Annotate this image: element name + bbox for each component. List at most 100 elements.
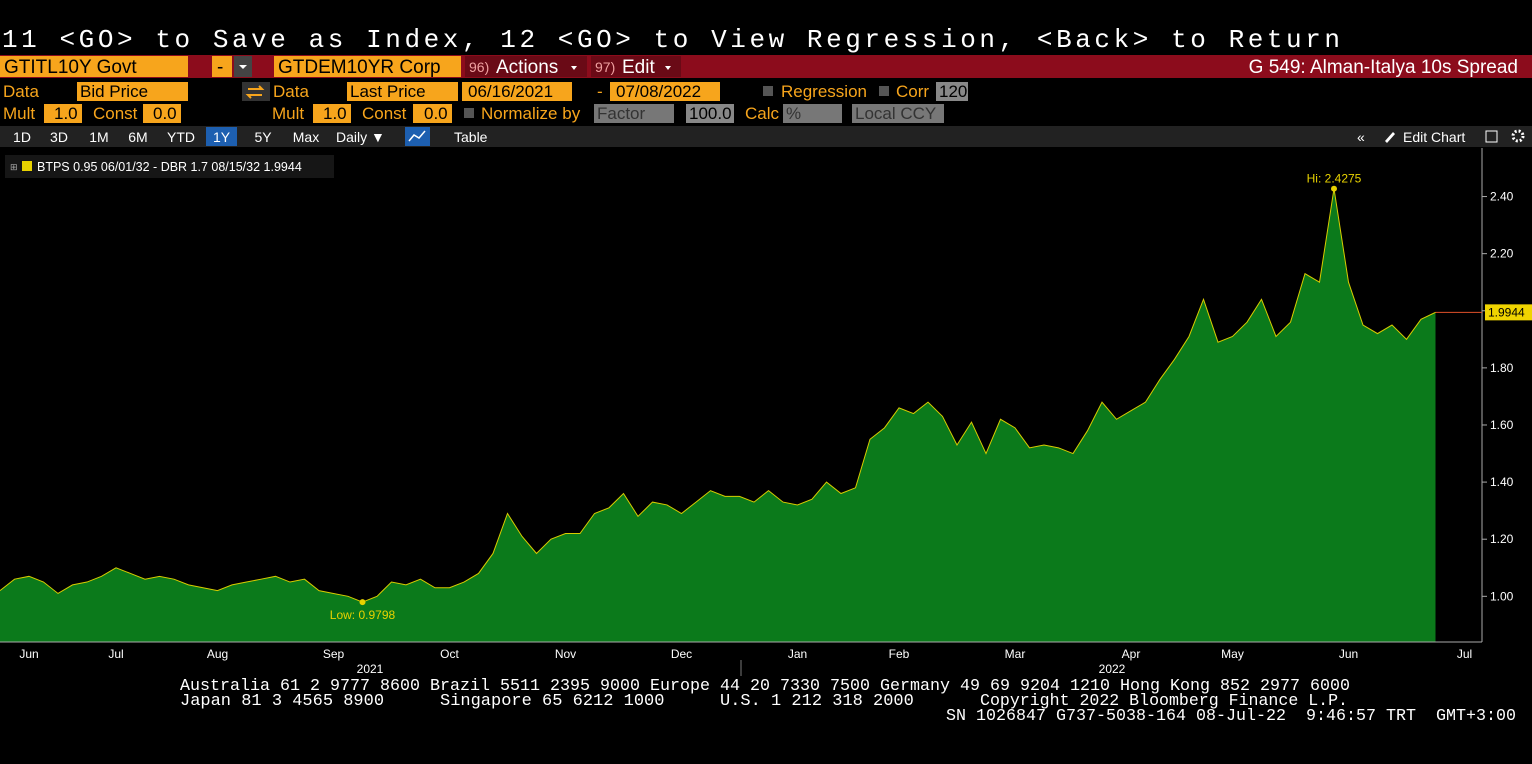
year-label: 2022: [1099, 662, 1126, 676]
frequency[interactable]: Daily ▼: [336, 129, 385, 145]
data1[interactable]: Bid Price: [80, 82, 148, 101]
label: Data: [3, 82, 39, 101]
tab-label[interactable]: 3D: [50, 129, 68, 145]
y-tick-label: 1.00: [1490, 589, 1514, 603]
mult1[interactable]: 1.0: [54, 104, 78, 123]
pencil-icon: [1385, 132, 1395, 143]
tab[interactable]: [286, 127, 326, 146]
tab[interactable]: [8, 127, 36, 146]
tab[interactable]: [163, 127, 199, 146]
field[interactable]: [783, 104, 842, 123]
swap-button[interactable]: [242, 82, 270, 101]
edit-chart[interactable]: Edit Chart: [1403, 129, 1465, 145]
line: [0, 188, 1436, 603]
field[interactable]: [852, 104, 944, 123]
calc-value[interactable]: %: [786, 104, 801, 123]
corr: Corr: [896, 82, 929, 101]
footer-item: U.S. 1 212 318 2000: [720, 692, 914, 711]
x-tick-label: Jun: [19, 647, 38, 661]
x-tick-label: Jan: [788, 647, 807, 661]
field[interactable]: [413, 104, 452, 123]
tab[interactable]: [124, 127, 152, 146]
edit-num: 97): [595, 59, 615, 75]
tab-label[interactable]: YTD: [167, 129, 195, 145]
tab-label[interactable]: 1Y: [213, 129, 231, 145]
y-tick-label: 1.20: [1490, 532, 1514, 546]
tab-label[interactable]: 1D: [13, 129, 31, 145]
y-tick-label: 2.40: [1490, 190, 1514, 204]
x-tick-label: Nov: [555, 647, 576, 661]
footer-item: Japan 81 3 4565 8900: [180, 692, 384, 711]
command-line: 11 <GO> to Save as Index, 12 <GO> to Vie…: [2, 25, 1340, 55]
field[interactable]: [594, 104, 674, 123]
x-tick-label: Feb: [889, 647, 910, 661]
security2[interactable]: GTDEM10YR Corp: [278, 57, 441, 78]
tab-label[interactable]: 1M: [89, 129, 108, 145]
field[interactable]: [143, 104, 181, 123]
collapse[interactable]: «: [1357, 129, 1365, 145]
date-field[interactable]: [462, 82, 572, 101]
date-field[interactable]: [610, 82, 720, 101]
normalize: Normalize by: [481, 104, 581, 123]
tab[interactable]: [85, 127, 113, 146]
footer-line: Australia 61 2 9777 8600 Brazil 5511 239…: [180, 677, 1350, 696]
security-box[interactable]: [274, 56, 461, 77]
dropdown-arrow: [239, 65, 247, 69]
start-date[interactable]: 06/16/2021: [468, 82, 553, 101]
table-button[interactable]: Table: [454, 129, 488, 145]
icon[interactable]: [1485, 130, 1498, 143]
tab-label[interactable]: 5Y: [254, 129, 272, 145]
x-tick-label: Jul: [108, 647, 123, 661]
x-tick-label: Apr: [1122, 647, 1141, 661]
x-tick-label: Sep: [323, 647, 345, 661]
field[interactable]: [347, 82, 458, 101]
operator-box[interactable]: [212, 56, 232, 77]
checkbox[interactable]: [879, 86, 889, 96]
factor-value[interactable]: 100.0: [689, 104, 732, 123]
actions-button[interactable]: [465, 56, 587, 77]
arrow: [571, 66, 577, 70]
label: Mult: [272, 104, 304, 123]
legend-entry[interactable]: BTPS 0.95 06/01/32 - DBR 1.7 08/15/32 1.…: [37, 160, 302, 174]
function-title: G 549: Alman-Italya 10s Spread: [1249, 57, 1518, 78]
field[interactable]: [936, 82, 968, 101]
legend: [5, 155, 334, 178]
const2[interactable]: 0.0: [424, 104, 448, 123]
operator[interactable]: -: [217, 57, 223, 78]
field[interactable]: [313, 104, 351, 123]
tab[interactable]: [206, 127, 237, 146]
security1[interactable]: GTITL10Y Govt: [4, 57, 137, 78]
data2[interactable]: Last Price: [350, 82, 426, 101]
edit[interactable]: Edit: [622, 57, 655, 78]
label: Data: [273, 82, 309, 101]
factor[interactable]: Factor: [597, 104, 646, 123]
x-tick-label: Oct: [440, 647, 459, 661]
field[interactable]: [44, 104, 82, 123]
actions[interactable]: Actions: [496, 57, 558, 78]
tab-label[interactable]: 6M: [128, 129, 147, 145]
label: Const: [362, 104, 407, 123]
chart-icon: [408, 130, 426, 142]
legend-toggle[interactable]: ⊞: [10, 162, 18, 172]
corr-value[interactable]: 120: [939, 82, 967, 101]
field[interactable]: [686, 104, 734, 123]
arrow: [665, 66, 671, 70]
edit-button[interactable]: [591, 56, 681, 77]
x-tick-label: May: [1221, 647, 1244, 661]
checkbox[interactable]: [464, 108, 474, 118]
end-date[interactable]: 07/08/2022: [616, 82, 701, 101]
high-label: Hi: 2.4275: [1307, 172, 1362, 186]
tab-label[interactable]: Max: [293, 129, 319, 145]
checkbox[interactable]: [763, 86, 773, 96]
x-tick-label: Jun: [1339, 647, 1358, 661]
mult2[interactable]: 1.0: [323, 104, 347, 123]
footer-item: Copyright 2022 Bloomberg Finance L.P.: [980, 692, 1348, 711]
field[interactable]: [77, 82, 188, 101]
tab[interactable]: [45, 127, 73, 146]
tab[interactable]: [249, 127, 277, 146]
security-box[interactable]: [0, 56, 188, 77]
currency[interactable]: Local CCY: [855, 104, 936, 123]
settings-icon[interactable]: [1511, 129, 1525, 143]
const1[interactable]: 0.0: [153, 104, 177, 123]
